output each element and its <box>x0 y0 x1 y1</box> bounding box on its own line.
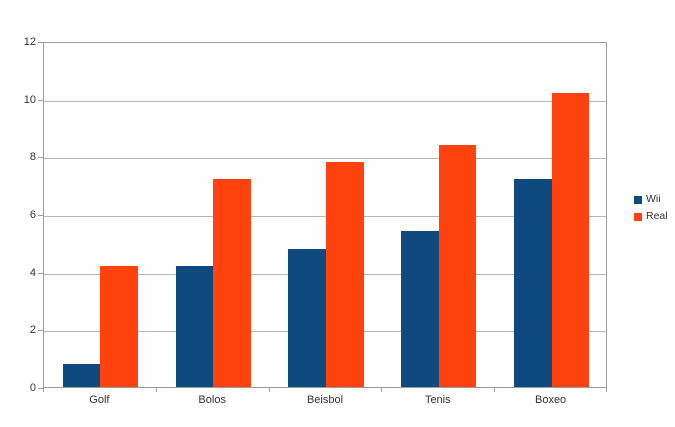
y-axis-tick-10 <box>38 99 43 101</box>
y-axis-tick-2 <box>38 330 43 332</box>
x-axis-label-tenis: Tenis <box>424 394 451 406</box>
legend-item-wii: Wii <box>634 194 668 205</box>
y-axis-label-12: 12 <box>23 36 36 48</box>
y-axis-tick-0 <box>38 388 43 389</box>
x-axis-tick-1 <box>155 388 157 392</box>
gridline-6 <box>44 216 606 217</box>
y-axis-tick-8 <box>38 157 43 159</box>
x-axis-tick-3 <box>381 388 383 392</box>
x-axis-tick-0 <box>43 388 44 392</box>
y-axis-label-6: 6 <box>29 209 36 221</box>
x-axis-tick-5 <box>606 388 607 392</box>
bar-real-tenis <box>438 144 477 387</box>
bar-real-golf <box>100 265 138 387</box>
legend: Wii Real <box>634 194 668 228</box>
y-axis-label-8: 8 <box>29 151 36 164</box>
bar-wii-boxeo <box>514 179 552 387</box>
legend-swatch-real-icon <box>634 212 642 221</box>
x-axis-label-beisbol: Beisbol <box>306 394 344 406</box>
y-axis-label-10: 10 <box>23 93 36 106</box>
gridline-8 <box>44 158 606 160</box>
bar-real-bolos <box>213 179 251 387</box>
bar-wii-golf <box>62 363 101 387</box>
y-axis-tick-4 <box>38 272 43 274</box>
bar-wii-tenis <box>401 231 439 387</box>
y-axis-tick-12 <box>38 42 43 43</box>
legend-label-wii: Wii <box>646 193 661 205</box>
bar-real-beisbol <box>326 162 364 387</box>
y-axis-tick-6 <box>38 215 43 216</box>
legend-label-real: Real <box>646 210 668 222</box>
bar-wii-beisbol <box>288 248 326 387</box>
y-axis-label-0: 0 <box>29 382 36 394</box>
bar-real-boxeo <box>551 92 590 387</box>
legend-swatch-wii-icon <box>634 195 642 204</box>
x-axis-label-boxeo: Boxeo <box>534 394 567 406</box>
plot-area <box>43 42 607 388</box>
x-axis-tick-2 <box>268 388 270 392</box>
x-axis-label-bolos: Bolos <box>198 394 226 406</box>
y-axis-label-4: 4 <box>29 266 36 279</box>
gridline-10 <box>44 100 606 102</box>
x-axis-label-golf: Golf <box>89 394 110 406</box>
y-axis-label-2: 2 <box>29 324 36 337</box>
x-axis-tick-4 <box>494 388 496 392</box>
legend-item-real: Real <box>634 211 668 222</box>
bar-wii-bolos <box>175 265 214 387</box>
